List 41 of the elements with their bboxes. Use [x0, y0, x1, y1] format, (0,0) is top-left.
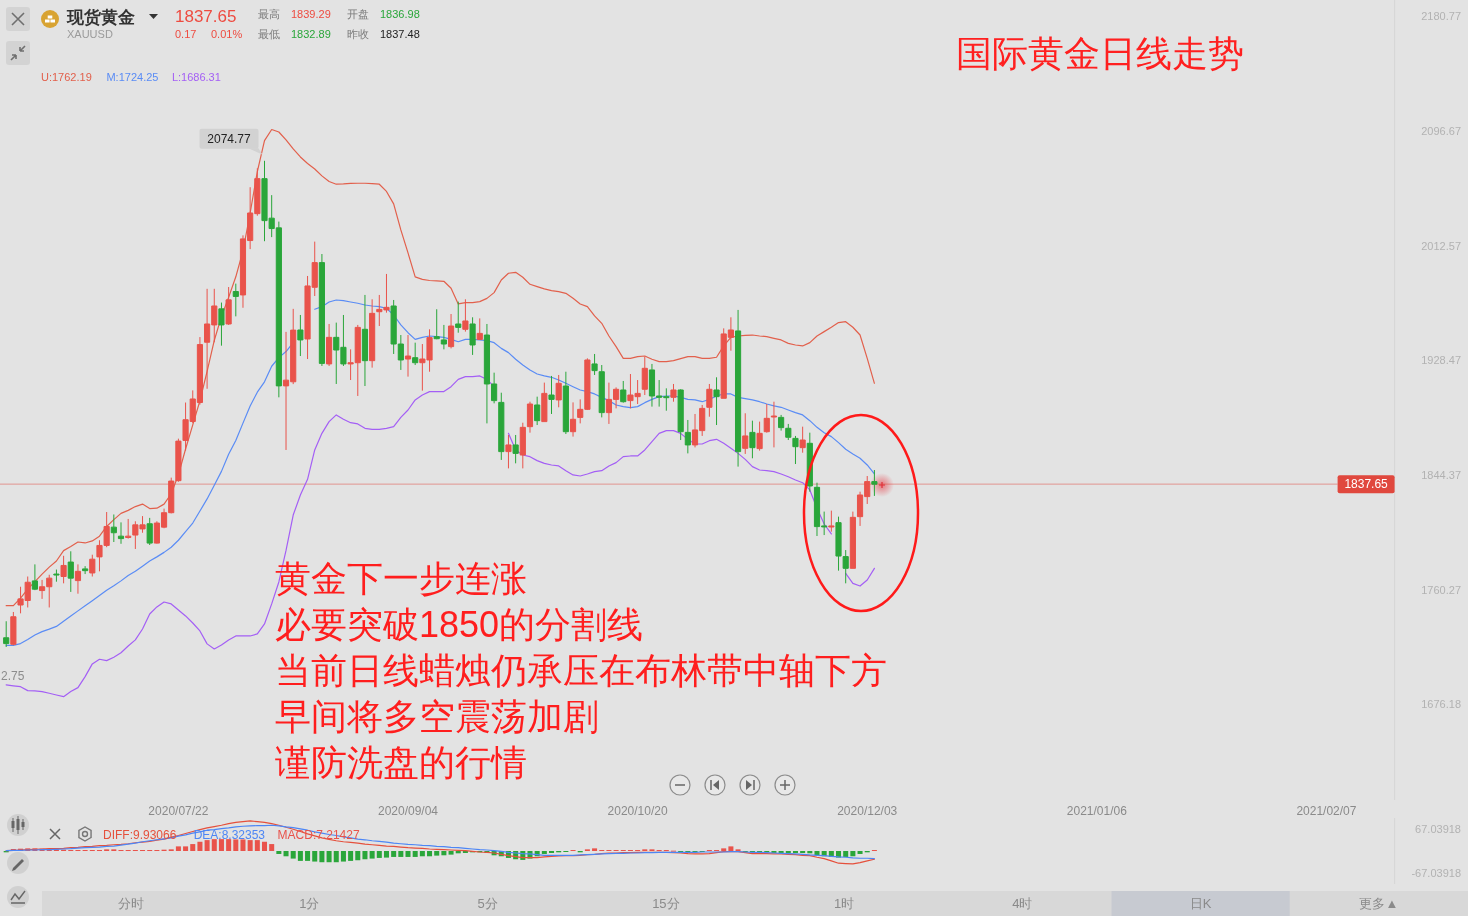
- ref-line-label: 1837.65: [1344, 477, 1389, 492]
- text: 日K: [1189, 896, 1212, 911]
- annotation: 2.75: [1, 669, 25, 683]
- annotation: 1832.89: [291, 28, 331, 40]
- annotation: 当前日线蜡烛仍承压在布林带中轴下方: [275, 649, 887, 691]
- annotation: XAUUSD: [67, 28, 113, 40]
- x-tick-label: 2021/01/06: [1066, 804, 1128, 818]
- text: 4时: [1012, 896, 1033, 911]
- annotation: 最低: [258, 28, 280, 40]
- x-tick-label: 2020/09/04: [377, 804, 439, 818]
- annotation: 0.01%: [211, 28, 243, 40]
- annotation: 最高: [258, 8, 280, 20]
- text: L:1686.31: [171, 71, 221, 83]
- annotation: 必要突破1850的分割线: [275, 603, 644, 645]
- annotation: 现货黄金: [66, 7, 135, 27]
- annotation: 谨防洗盘的行情: [275, 741, 527, 783]
- annotation: 1837.48: [380, 28, 420, 40]
- text: 更多▲: [1359, 896, 1399, 911]
- text: 5分: [477, 896, 498, 911]
- annotation: 1836.98: [380, 8, 420, 20]
- series-label: DEA:8.32353: [193, 828, 266, 842]
- text: 1时: [834, 896, 855, 911]
- x-tick-label: 2021/02/07: [1296, 804, 1357, 818]
- text: 分时: [118, 896, 145, 911]
- annotation: 2074.77: [207, 131, 252, 146]
- annotation: 1837.65: [175, 6, 237, 26]
- x-tick-label: 2020/10/20: [607, 804, 668, 818]
- annotation: 昨收: [347, 28, 369, 40]
- x-tick-label: 2020/07/22: [148, 804, 209, 818]
- annotation: 1839.29: [291, 8, 331, 20]
- text: 国际黄金日线走势: [956, 32, 1244, 74]
- text: U:1762.19: [41, 71, 92, 83]
- text: 15分: [652, 896, 680, 911]
- annotation: 早间将多空震荡加剧: [275, 695, 599, 737]
- annotation: 黄金下一步连涨: [275, 557, 527, 599]
- x-tick-label: 2020/12/03: [837, 804, 898, 818]
- text: M:1724.25: [106, 71, 159, 83]
- text: 1分: [299, 896, 320, 911]
- annotation: 开盘: [347, 8, 369, 20]
- series-label: DIFF:9.93066: [103, 828, 177, 842]
- annotation: 0.17: [175, 28, 197, 40]
